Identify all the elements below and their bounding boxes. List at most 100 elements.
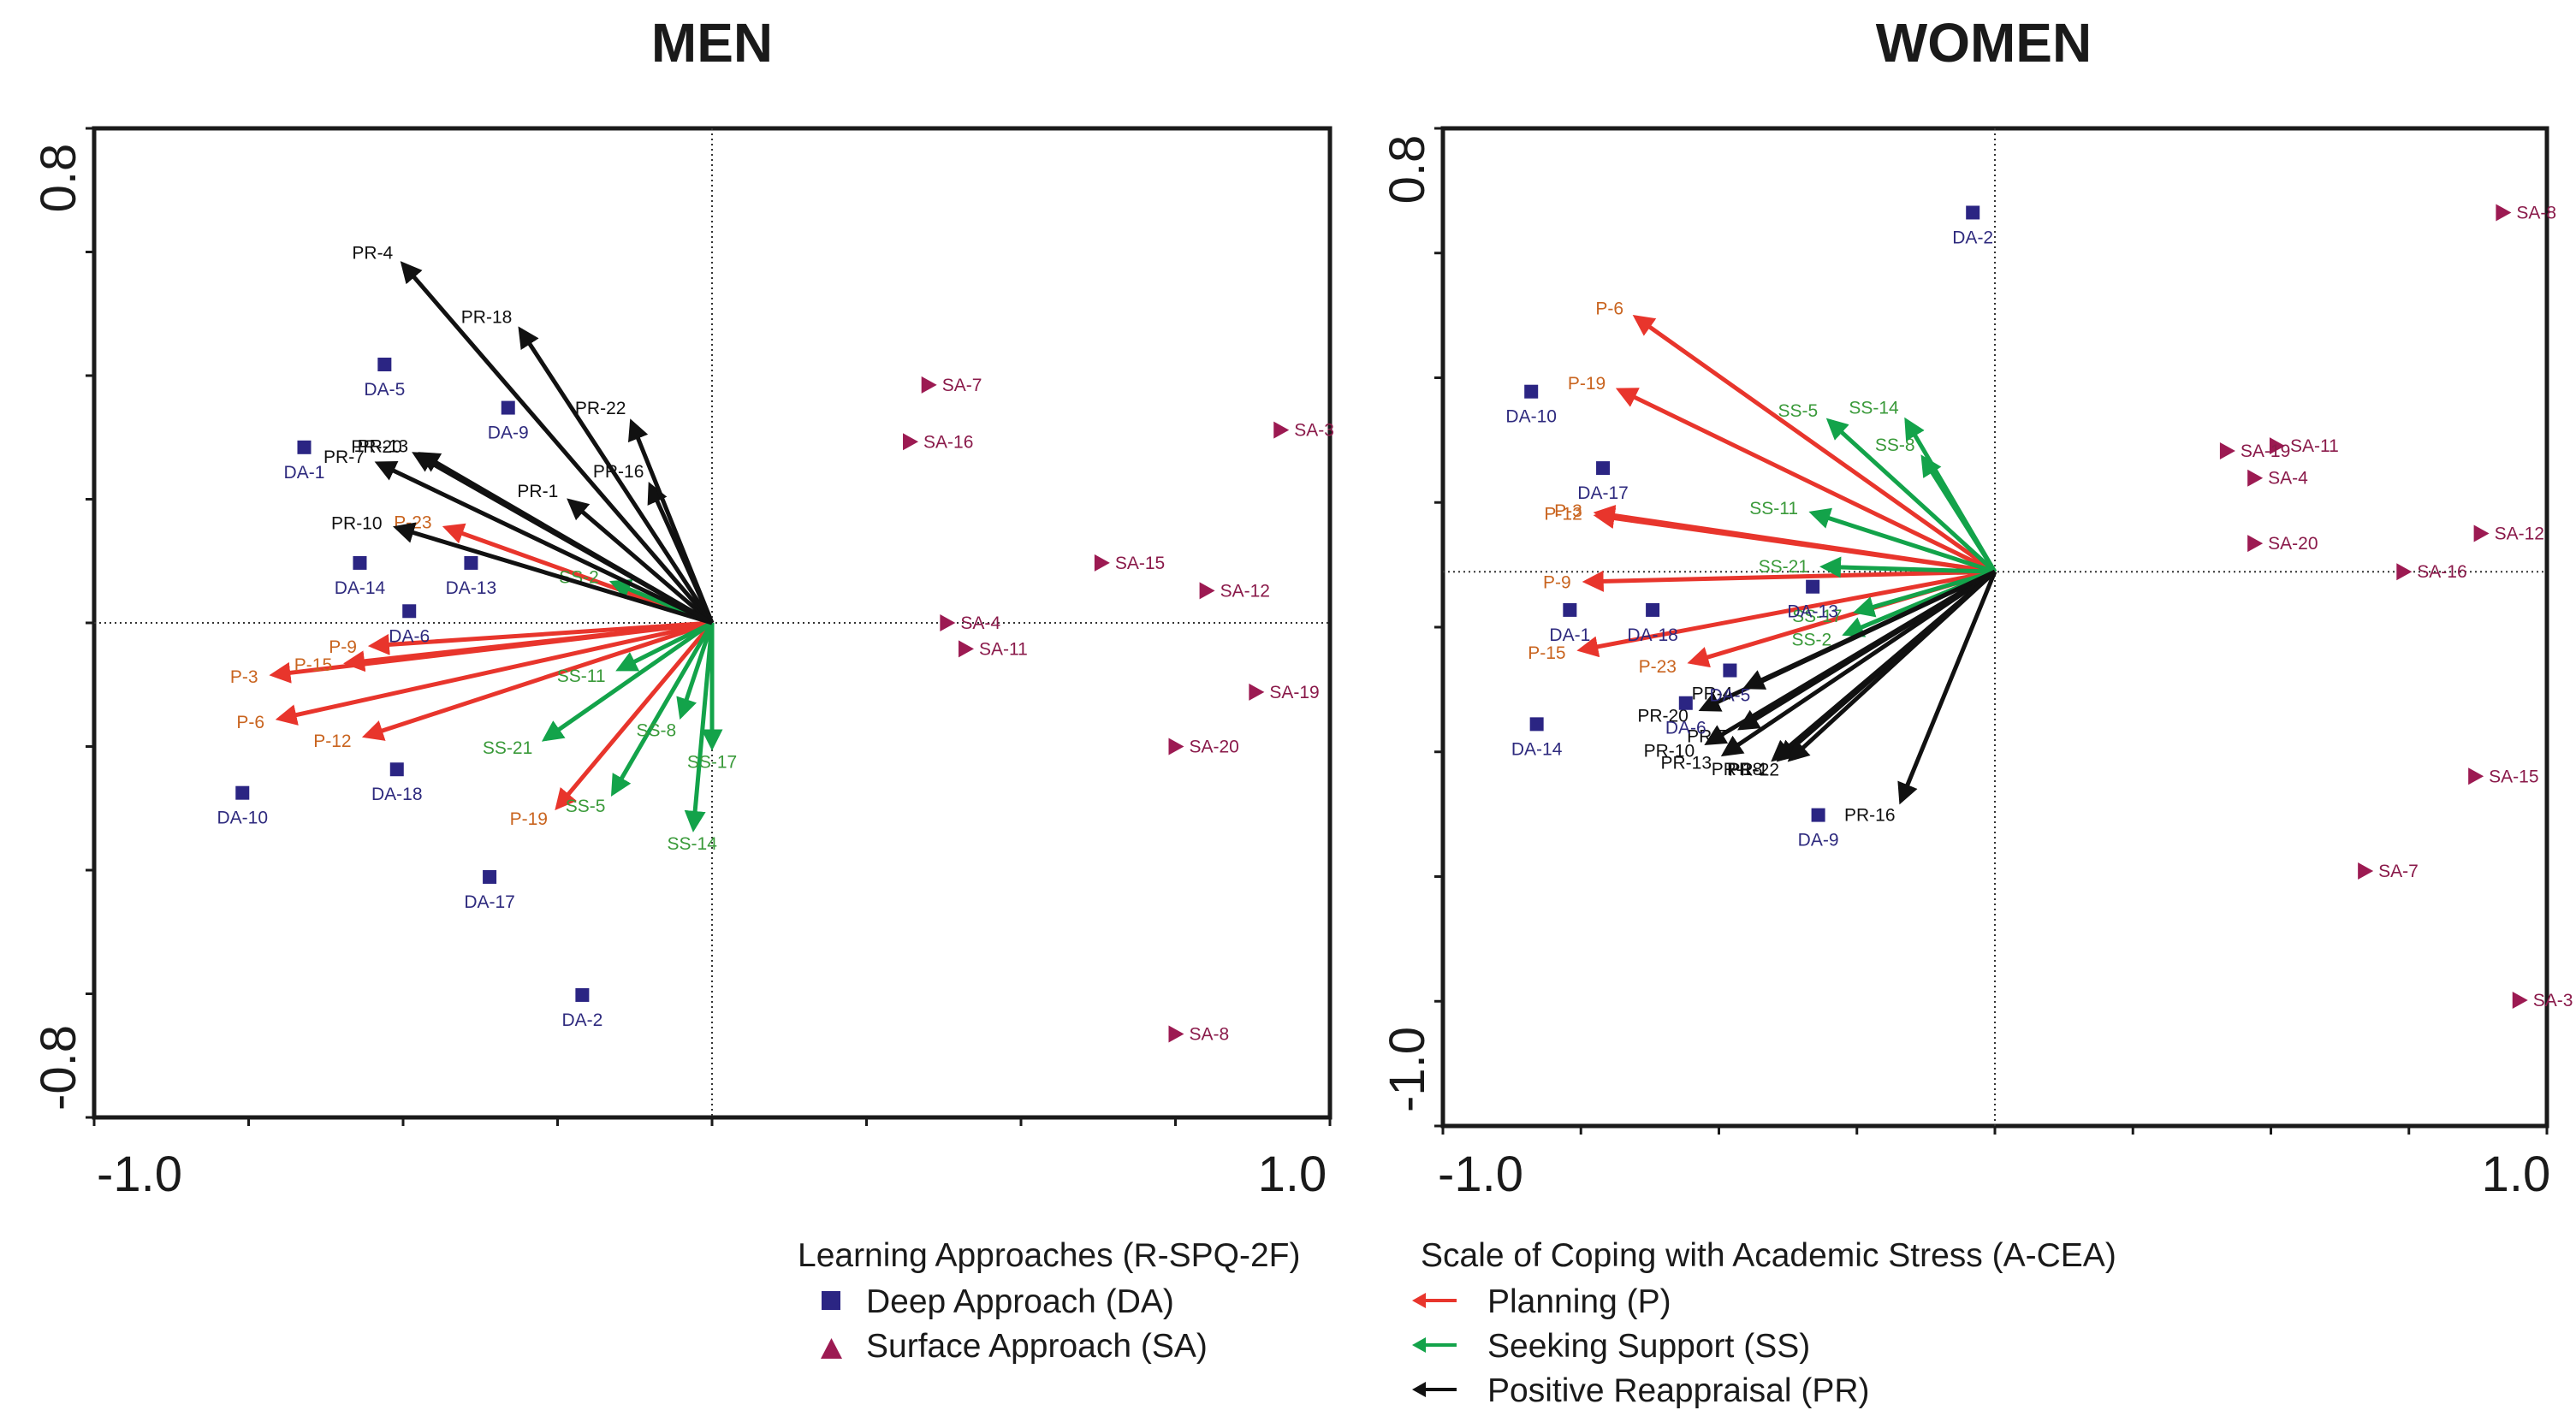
men-vector-label-pr-16: PR-16 xyxy=(593,462,644,482)
women-point-label-da-14: DA-14 xyxy=(1511,739,1563,759)
women-point-da-6 xyxy=(1678,696,1693,710)
men-point-label-sa-8: SA-8 xyxy=(1190,1024,1230,1044)
women-point-label-sa-3: SA-3 xyxy=(2533,991,2573,1010)
men-point-sa-15 xyxy=(1094,554,1110,572)
legend-learning-title: Learning Approaches (R-SPQ-2F) xyxy=(798,1237,1300,1274)
men-point-label-da-17: DA-17 xyxy=(464,892,515,912)
men-point-label-sa-12: SA-12 xyxy=(1220,581,1270,601)
women-point-da-18 xyxy=(1646,602,1660,617)
men-vector-label-pr-7: PR-7 xyxy=(323,447,365,467)
men-vector-p-6 xyxy=(275,620,713,726)
men-vector-pr-7 xyxy=(374,460,714,625)
women-point-sa-11 xyxy=(2269,437,2285,455)
men-point-da-2 xyxy=(575,987,590,1002)
legend-learning: Learning Approaches (R-SPQ-2F) Deep Appr… xyxy=(798,1237,1300,1365)
men-vector-label-ss-21: SS-21 xyxy=(483,738,532,758)
men-point-da-1 xyxy=(297,440,312,454)
women-point-sa-3 xyxy=(2512,991,2528,1009)
men-y-tick-min: -0.8 xyxy=(31,1025,86,1111)
men-point-da-6 xyxy=(402,604,417,619)
men-vector-pr-22 xyxy=(627,418,715,624)
women-vector-label-ss-2: SS-2 xyxy=(1792,631,1832,650)
men-point-sa-3 xyxy=(1273,421,1290,439)
women-vector-label-pr-20: PR-20 xyxy=(1637,707,1689,726)
women-vector-label-ss-21: SS-21 xyxy=(1759,557,1808,577)
women-vector-label-pr-22: PR-22 xyxy=(1729,760,1780,779)
legend-planning-arrow xyxy=(1412,1293,1457,1308)
women-vector-p-12 xyxy=(1593,507,1996,574)
men-vector-pr-4 xyxy=(400,261,714,625)
women-vector-label-p-3: P-3 xyxy=(1554,501,1582,521)
women-vector-label-ss-5: SS-5 xyxy=(1778,401,1819,421)
women-point-label-da-13: DA-13 xyxy=(1787,602,1838,622)
women-vector-label-ss-11: SS-11 xyxy=(1749,499,1798,518)
women-vector-pr-22 xyxy=(1787,570,1997,762)
women-point-label-sa-11: SA-11 xyxy=(2290,436,2339,456)
men-vector-pr-20 xyxy=(412,452,714,625)
men-point-label-sa-19: SA-19 xyxy=(1269,683,1319,702)
women-point-label-sa-12: SA-12 xyxy=(2495,524,2544,544)
women-point-label-da-10: DA-10 xyxy=(1505,407,1557,427)
women-point-label-sa-8: SA-8 xyxy=(2516,203,2556,222)
men-vector-label-ss-17: SS-17 xyxy=(687,753,737,773)
men-vector-label-ss-5: SS-5 xyxy=(566,797,606,816)
legend-coping-title: Scale of Coping with Academic Stress (A-… xyxy=(1421,1237,2116,1274)
women-point-sa-19 xyxy=(2219,442,2235,460)
men-vector-p-15 xyxy=(343,620,713,673)
men-point-label-da-2: DA-2 xyxy=(561,1010,602,1030)
men-point-da-10 xyxy=(235,785,250,800)
women-vector-label-p-19: P-19 xyxy=(1568,374,1606,394)
women-vector-label-pr-10: PR-10 xyxy=(1644,742,1695,761)
women-vector-label-pr-13: PR-13 xyxy=(1660,753,1712,773)
men-point-label-sa-7: SA-7 xyxy=(942,376,982,395)
men-point-sa-16 xyxy=(903,433,919,451)
men-panel: MEN P-3P-6P-9P-12P-15P-19P-23SS-2SS-5SS-… xyxy=(31,12,1334,1202)
women-vector-ss-14 xyxy=(1904,417,1997,573)
men-vector-label-p-19: P-19 xyxy=(510,809,548,829)
legend-deep-marker xyxy=(822,1291,840,1310)
men-point-sa-4 xyxy=(940,614,956,631)
men-vector-pr-10 xyxy=(392,522,713,625)
men-point-label-da-10: DA-10 xyxy=(217,809,269,828)
men-vectors: P-3P-6P-9P-12P-15P-19P-23SS-2SS-5SS-8SS-… xyxy=(230,243,737,853)
men-vector-p-9 xyxy=(367,620,713,655)
men-point-label-sa-20: SA-20 xyxy=(1190,738,1239,757)
women-vector-label-pr-1: PR-1 xyxy=(1727,760,1768,779)
men-vector-pr-1 xyxy=(567,498,714,625)
men-point-label-sa-3: SA-3 xyxy=(1294,421,1334,441)
women-vector-ss-17 xyxy=(1852,569,1996,618)
women-point-sa-8 xyxy=(2496,204,2512,222)
men-x-tick-min: -1.0 xyxy=(97,1147,182,1202)
women-point-label-sa-19: SA-19 xyxy=(2241,441,2290,461)
men-point-label-sa-11: SA-11 xyxy=(979,639,1028,659)
men-point-label-da-1: DA-1 xyxy=(284,463,325,483)
men-vector-pr-18 xyxy=(518,326,715,625)
legend-support-arrow xyxy=(1412,1337,1457,1353)
men-point-sa-20 xyxy=(1168,738,1184,755)
men-vector-ss-8 xyxy=(676,622,715,720)
women-panel: WOMEN P-3 P-6 P-9 P-12 P-15 P-19 P-23 SS-2 SS-5 S… xyxy=(1380,12,2573,1202)
men-vector-label-pr-1: PR-1 xyxy=(517,482,558,501)
men-vector-label-pr-18: PR-18 xyxy=(461,307,513,327)
men-point-da-9 xyxy=(501,400,515,415)
men-vector-label-pr-22: PR-22 xyxy=(575,399,626,418)
women-point-sa-4 xyxy=(2247,469,2264,487)
men-point-label-sa-4: SA-4 xyxy=(960,613,1000,633)
women-vector-ss-5 xyxy=(1825,418,1997,574)
women-point-da-17 xyxy=(1596,461,1611,476)
men-vector-ss-5 xyxy=(610,621,715,797)
women-point-label-da-6: DA-6 xyxy=(1665,719,1706,738)
women-point-label-sa-4: SA-4 xyxy=(2268,469,2308,489)
men-point-label-da-5: DA-5 xyxy=(364,380,405,400)
men-point-sa-7 xyxy=(921,376,937,394)
women-vector-p-15 xyxy=(1576,569,1996,658)
women-point-label-sa-15: SA-15 xyxy=(2489,767,2538,786)
women-vector-p-9 xyxy=(1582,569,1996,592)
men-vector-ss-11 xyxy=(615,620,714,672)
legend-planning-label: Planning (P) xyxy=(1487,1283,1671,1320)
men-vector-ss-14 xyxy=(684,622,715,833)
women-vector-label-pr-18: PR-18 xyxy=(1712,760,1763,779)
women-vector-p-19 xyxy=(1615,388,1997,574)
legend-surface-label: Surface Approach (SA) xyxy=(866,1328,1208,1365)
